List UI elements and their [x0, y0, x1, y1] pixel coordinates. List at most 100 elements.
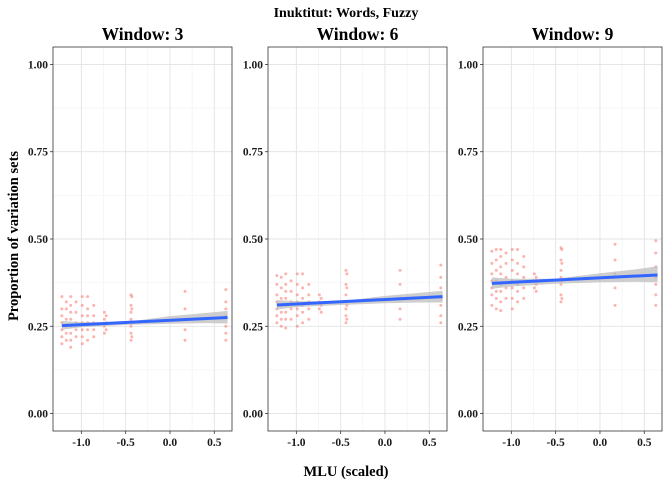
- data-point: [522, 265, 526, 269]
- data-point: [284, 289, 288, 293]
- data-point: [344, 282, 348, 286]
- data-point: [317, 293, 321, 297]
- panel-2: Window: 6 0.00 0.25 0.50 0.75 1.00 -1.0 -0.5 0.0…: [243, 24, 448, 449]
- data-point: [86, 328, 90, 332]
- data-point: [559, 300, 563, 304]
- data-point: [499, 309, 503, 313]
- panel-title: Window: 9: [532, 24, 614, 44]
- data-point: [224, 338, 228, 342]
- x-tick-label: 0.0: [163, 437, 178, 449]
- panel-title: Window: 6: [317, 24, 399, 44]
- data-point: [490, 303, 494, 307]
- data-point: [224, 307, 228, 311]
- data-point: [64, 317, 68, 321]
- data-point: [490, 272, 494, 276]
- data-point: [129, 338, 133, 342]
- y-tick-label: 0.50: [458, 234, 478, 246]
- data-point: [490, 249, 494, 253]
- data-point: [504, 251, 508, 255]
- data-point: [80, 328, 84, 332]
- data-point: [494, 268, 498, 272]
- data-point: [295, 324, 299, 328]
- data-point: [86, 314, 90, 318]
- data-point: [301, 310, 305, 314]
- data-point: [92, 335, 96, 339]
- data-point: [398, 307, 402, 311]
- data-point: [319, 296, 323, 300]
- data-point: [516, 300, 520, 304]
- data-point: [559, 293, 563, 297]
- data-point: [301, 286, 305, 290]
- data-point: [183, 307, 187, 311]
- y-tick-label: 1.00: [243, 59, 263, 71]
- data-point: [279, 296, 283, 300]
- data-point: [86, 307, 90, 311]
- data-point: [284, 272, 288, 276]
- data-point: [74, 300, 78, 304]
- data-point: [275, 274, 279, 278]
- chart-title: Inuktitut: Words, Fuzzy: [274, 6, 419, 21]
- data-point: [504, 275, 508, 279]
- y-tick-label: 0.75: [243, 147, 263, 159]
- x-tick-label: -0.5: [332, 437, 350, 449]
- data-point: [516, 289, 520, 293]
- data-point: [86, 338, 90, 342]
- x-tick-label: -1.0: [72, 437, 90, 449]
- data-point: [60, 295, 64, 299]
- y-tick-label: 0.00: [28, 409, 48, 421]
- data-point: [183, 328, 187, 332]
- data-point: [613, 258, 617, 262]
- data-point: [398, 317, 402, 321]
- x-tick-label: 0.5: [422, 437, 437, 449]
- data-point: [80, 314, 84, 318]
- data-point: [69, 310, 73, 314]
- data-point: [398, 268, 402, 272]
- data-point: [516, 261, 520, 265]
- data-point: [345, 317, 349, 321]
- data-point: [516, 272, 520, 276]
- data-point: [224, 300, 228, 304]
- data-point: [398, 282, 402, 286]
- data-point: [92, 328, 96, 332]
- data-point: [522, 296, 526, 300]
- data-point: [510, 258, 514, 262]
- data-point: [279, 324, 283, 328]
- data-point: [499, 265, 503, 269]
- data-point: [295, 293, 299, 297]
- data-point: [613, 303, 617, 307]
- data-point: [522, 286, 526, 290]
- data-point: [295, 307, 299, 311]
- data-point: [284, 296, 288, 300]
- data-point: [183, 338, 187, 342]
- data-point: [86, 295, 90, 299]
- data-point: [532, 272, 536, 276]
- data-point: [80, 342, 84, 346]
- data-point: [69, 345, 73, 349]
- data-point: [559, 268, 563, 272]
- data-point: [559, 258, 563, 262]
- data-point: [559, 282, 563, 286]
- data-point: [510, 286, 514, 290]
- data-point: [510, 268, 514, 272]
- data-point: [64, 300, 68, 304]
- data-point: [654, 293, 658, 297]
- data-point: [224, 324, 228, 328]
- data-point: [317, 307, 321, 311]
- regression-line: [276, 295, 443, 307]
- y-axis-label: Proportion of variation sets: [6, 151, 22, 321]
- data-point: [275, 314, 279, 318]
- data-point: [130, 307, 134, 311]
- data-point: [439, 286, 443, 290]
- data-point: [289, 279, 293, 283]
- data-point: [301, 321, 305, 325]
- data-point: [60, 335, 64, 339]
- data-point: [104, 314, 108, 318]
- data-point: [74, 335, 78, 339]
- data-point: [69, 338, 73, 342]
- data-point: [295, 272, 299, 276]
- x-tick-label: 0.0: [593, 437, 608, 449]
- data-point: [64, 331, 68, 335]
- data-point: [183, 289, 187, 293]
- data-point: [289, 307, 293, 311]
